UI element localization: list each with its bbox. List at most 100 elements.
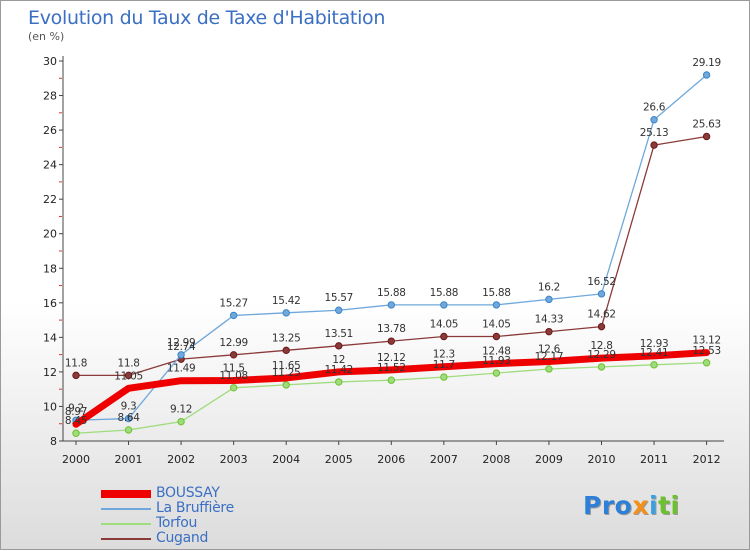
- data-label: 15.42: [272, 295, 301, 307]
- y-tick-label: 8: [50, 435, 57, 448]
- legend: BOUSSAY La Bruffière Torfou Cugand: [101, 485, 301, 546]
- y-tick-label: 16: [43, 297, 57, 310]
- data-point: [597, 363, 606, 371]
- y-tick-label: 20: [43, 228, 57, 241]
- data-point: [492, 301, 501, 309]
- data-point: [282, 309, 290, 317]
- data-label: 11.5: [223, 363, 245, 375]
- data-label: 13.12: [692, 335, 721, 347]
- data-point: [72, 429, 80, 437]
- y-tick-label: 14: [43, 331, 57, 344]
- data-label: 12.99: [219, 337, 248, 349]
- data-label: 11.8: [65, 357, 87, 369]
- data-label: 13.51: [324, 328, 353, 340]
- data-label: 9.12: [170, 404, 192, 416]
- x-tick-label: 2005: [325, 453, 353, 466]
- data-label: 12.12: [377, 352, 406, 364]
- data-label: 9.2: [68, 402, 84, 414]
- y-tick-label: 26: [43, 124, 57, 137]
- x-tick-label: 2008: [482, 453, 510, 466]
- data-point: [545, 365, 553, 373]
- x-tick-label: 2012: [693, 453, 721, 466]
- data-point: [597, 322, 606, 331]
- legend-item: Torfou: [101, 515, 301, 531]
- data-point: [387, 376, 395, 384]
- legend-item: BOUSSAY: [101, 485, 301, 501]
- data-label: 26.6: [643, 102, 666, 114]
- data-label: 11.42: [324, 364, 353, 376]
- data-point: [440, 332, 448, 341]
- data-point: [650, 116, 658, 124]
- data-label: 11.93: [482, 355, 511, 367]
- data-point: [335, 378, 343, 386]
- y-tick-label: 22: [43, 193, 57, 206]
- x-tick-label: 2007: [430, 453, 458, 466]
- data-point: [229, 311, 238, 320]
- data-point: [440, 301, 448, 309]
- data-label: 12.41: [640, 347, 669, 359]
- data-label: 12.17: [535, 351, 564, 363]
- legend-swatch: [101, 523, 151, 525]
- x-tick-label: 2000: [62, 453, 90, 466]
- data-label: 8.45: [65, 415, 87, 427]
- data-point: [650, 141, 658, 149]
- data-point: [387, 301, 395, 309]
- data-point: [124, 414, 133, 423]
- data-label: 12.93: [640, 338, 669, 350]
- x-tick-label: 2004: [272, 453, 300, 466]
- y-tick-label: 24: [43, 159, 57, 172]
- data-label: 16.2: [538, 281, 560, 293]
- y-tick-label: 10: [43, 400, 57, 413]
- x-tick-label: 2003: [220, 453, 248, 466]
- data-label: 15.57: [324, 292, 353, 304]
- data-label: 11.52: [377, 362, 406, 374]
- x-tick-label: 2001: [115, 453, 143, 466]
- data-point: [492, 369, 501, 377]
- data-label: 12.53: [692, 345, 721, 357]
- y-tick-label: 28: [43, 90, 57, 103]
- data-label: 11.8: [117, 357, 139, 369]
- data-point: [124, 371, 133, 380]
- data-label: 15.88: [482, 287, 511, 299]
- data-label: 11.08: [219, 370, 248, 382]
- data-label: 14.33: [535, 314, 564, 326]
- chart-unit-label: (en %): [28, 30, 65, 43]
- legend-swatch: [101, 508, 151, 510]
- data-label: 11.25: [272, 367, 301, 379]
- data-point: [440, 373, 448, 381]
- data-point: [282, 346, 290, 355]
- data-label: 12.8: [590, 340, 612, 352]
- data-label: 12: [332, 354, 345, 366]
- data-point: [124, 426, 133, 434]
- data-label: 8.64: [117, 412, 140, 424]
- data-point: [335, 342, 343, 350]
- x-tick-label: 2010: [588, 453, 616, 466]
- data-label: 11.65: [272, 360, 301, 372]
- data-label: 11.49: [167, 363, 196, 375]
- legend-label: BOUSSAY: [156, 485, 220, 501]
- x-tick-label: 2011: [640, 453, 668, 466]
- data-label: 9.3: [121, 401, 137, 413]
- data-point: [492, 332, 501, 341]
- data-label: 12.99: [167, 337, 196, 349]
- proxiti-logo: Proxiti: [583, 491, 680, 520]
- data-label: 13.25: [272, 332, 301, 344]
- data-label: 11.7: [433, 359, 455, 371]
- data-label: 15.27: [219, 297, 248, 309]
- data-point: [229, 351, 238, 359]
- data-label: 14.05: [482, 319, 511, 331]
- y-tick-label: 30: [43, 55, 57, 68]
- logo-letter: o: [614, 491, 633, 520]
- x-tick-label: 2002: [167, 453, 195, 466]
- data-label: 8.97: [65, 406, 87, 418]
- data-label: 13.78: [377, 323, 406, 335]
- data-point: [702, 359, 711, 367]
- logo-letter: i: [649, 491, 659, 520]
- data-label: 12.74: [167, 341, 196, 353]
- data-point: [387, 337, 395, 345]
- data-point: [650, 361, 658, 369]
- legend-swatch: [101, 538, 151, 540]
- data-point: [177, 351, 185, 359]
